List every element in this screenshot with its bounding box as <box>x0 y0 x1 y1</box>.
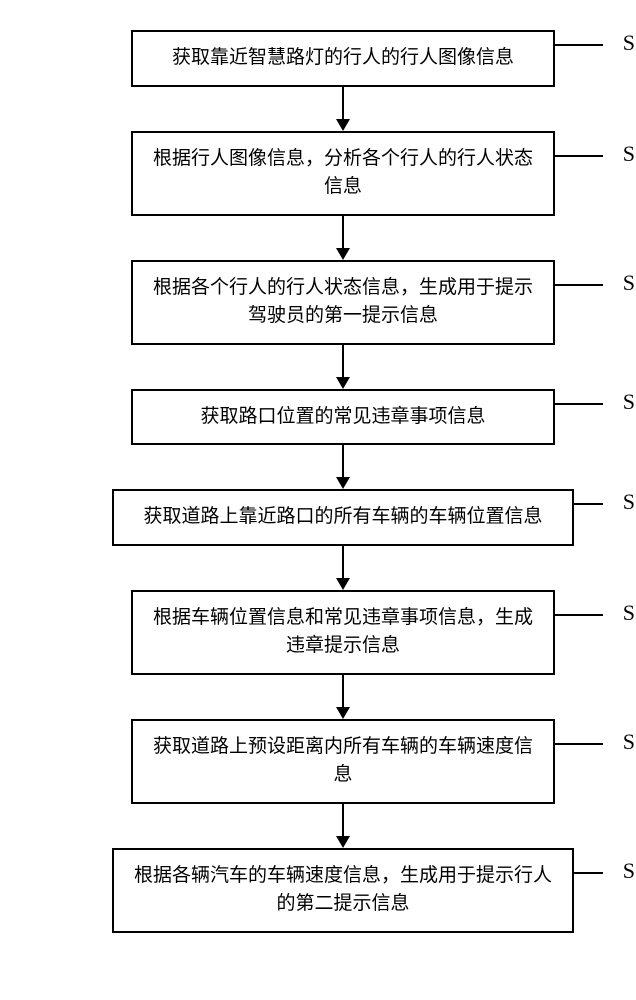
arrow-down <box>336 804 350 848</box>
step-label-s360: S360 <box>623 725 636 758</box>
step-container-s360: 获取道路上预设距离内所有车辆的车辆速度信息S360 <box>131 719 555 804</box>
arrow-line <box>342 216 344 248</box>
arrow-down <box>336 216 350 260</box>
connector-line <box>553 284 603 286</box>
arrow-down <box>336 345 350 389</box>
step-label-s330: S330 <box>623 385 636 418</box>
flowchart-container: 获取靠近智慧路灯的行人的行人图像信息S300根据行人图像信息，分析各个行人的行人… <box>0 0 636 933</box>
arrow-line <box>342 87 344 119</box>
step-container-s330: 获取路口位置的常见违章事项信息S330 <box>131 389 555 446</box>
arrow-line <box>342 445 344 477</box>
arrow-head-icon <box>336 578 350 590</box>
step-box-s360: 获取道路上预设距离内所有车辆的车辆速度信息S360 <box>131 719 555 804</box>
step-label-s340: S340 <box>623 485 636 518</box>
step-container-s300: 获取靠近智慧路灯的行人的行人图像信息S300 <box>131 30 555 87</box>
step-container-s320: 根据各个行人的行人状态信息，生成用于提示驾驶员的第一提示信息S320 <box>131 260 555 345</box>
arrow-head-icon <box>336 707 350 719</box>
step-text: 根据行人图像信息，分析各个行人的行人状态信息 <box>153 145 533 202</box>
step-box-s340: 获取道路上靠近路口的所有车辆的车辆位置信息S340 <box>112 489 574 546</box>
arrow-head-icon <box>336 477 350 489</box>
connector-line <box>553 743 603 745</box>
connector-line <box>572 872 603 874</box>
step-label-s320: S320 <box>623 266 636 299</box>
step-text: 获取路口位置的常见违章事项信息 <box>200 403 485 432</box>
arrow-head-icon <box>336 836 350 848</box>
step-box-s330: 获取路口位置的常见违章事项信息S330 <box>131 389 555 446</box>
arrow-line <box>342 675 344 707</box>
step-text: 获取道路上预设距离内所有车辆的车辆速度信息 <box>153 733 533 790</box>
step-box-s320: 根据各个行人的行人状态信息，生成用于提示驾驶员的第一提示信息S320 <box>131 260 555 345</box>
connector-line <box>572 503 603 505</box>
step-container-s370: 根据各辆汽车的车辆速度信息，生成用于提示行人的第二提示信息S370 <box>112 848 574 933</box>
arrow-line <box>342 345 344 377</box>
arrow-down <box>336 87 350 131</box>
connector-line <box>553 44 603 46</box>
step-label-s310: S310 <box>623 137 636 170</box>
arrow-down <box>336 546 350 590</box>
step-text: 获取靠近智慧路灯的行人的行人图像信息 <box>172 44 514 73</box>
arrow-head-icon <box>336 119 350 131</box>
step-container-s310: 根据行人图像信息，分析各个行人的行人状态信息S310 <box>131 131 555 216</box>
step-box-s300: 获取靠近智慧路灯的行人的行人图像信息S300 <box>131 30 555 87</box>
connector-line <box>553 403 603 405</box>
arrow-line <box>342 804 344 836</box>
connector-line <box>553 614 603 616</box>
step-label-s370: S370 <box>623 854 636 887</box>
step-label-s350: S350 <box>623 596 636 629</box>
step-box-s350: 根据车辆位置信息和常见违章事项信息，生成违章提示信息S350 <box>131 590 555 675</box>
step-text: 根据车辆位置信息和常见违章事项信息，生成违章提示信息 <box>153 604 533 661</box>
step-text: 根据各辆汽车的车辆速度信息，生成用于提示行人的第二提示信息 <box>134 862 552 919</box>
arrow-head-icon <box>336 377 350 389</box>
step-text: 根据各个行人的行人状态信息，生成用于提示驾驶员的第一提示信息 <box>153 274 533 331</box>
step-box-s370: 根据各辆汽车的车辆速度信息，生成用于提示行人的第二提示信息S370 <box>112 848 574 933</box>
step-container-s350: 根据车辆位置信息和常见违章事项信息，生成违章提示信息S350 <box>131 590 555 675</box>
arrow-down <box>336 675 350 719</box>
step-label-s300: S300 <box>623 26 636 59</box>
step-box-s310: 根据行人图像信息，分析各个行人的行人状态信息S310 <box>131 131 555 216</box>
step-container-s340: 获取道路上靠近路口的所有车辆的车辆位置信息S340 <box>112 489 574 546</box>
step-text: 获取道路上靠近路口的所有车辆的车辆位置信息 <box>143 503 542 532</box>
arrow-down <box>336 445 350 489</box>
arrow-head-icon <box>336 248 350 260</box>
arrow-line <box>342 546 344 578</box>
connector-line <box>553 155 603 157</box>
